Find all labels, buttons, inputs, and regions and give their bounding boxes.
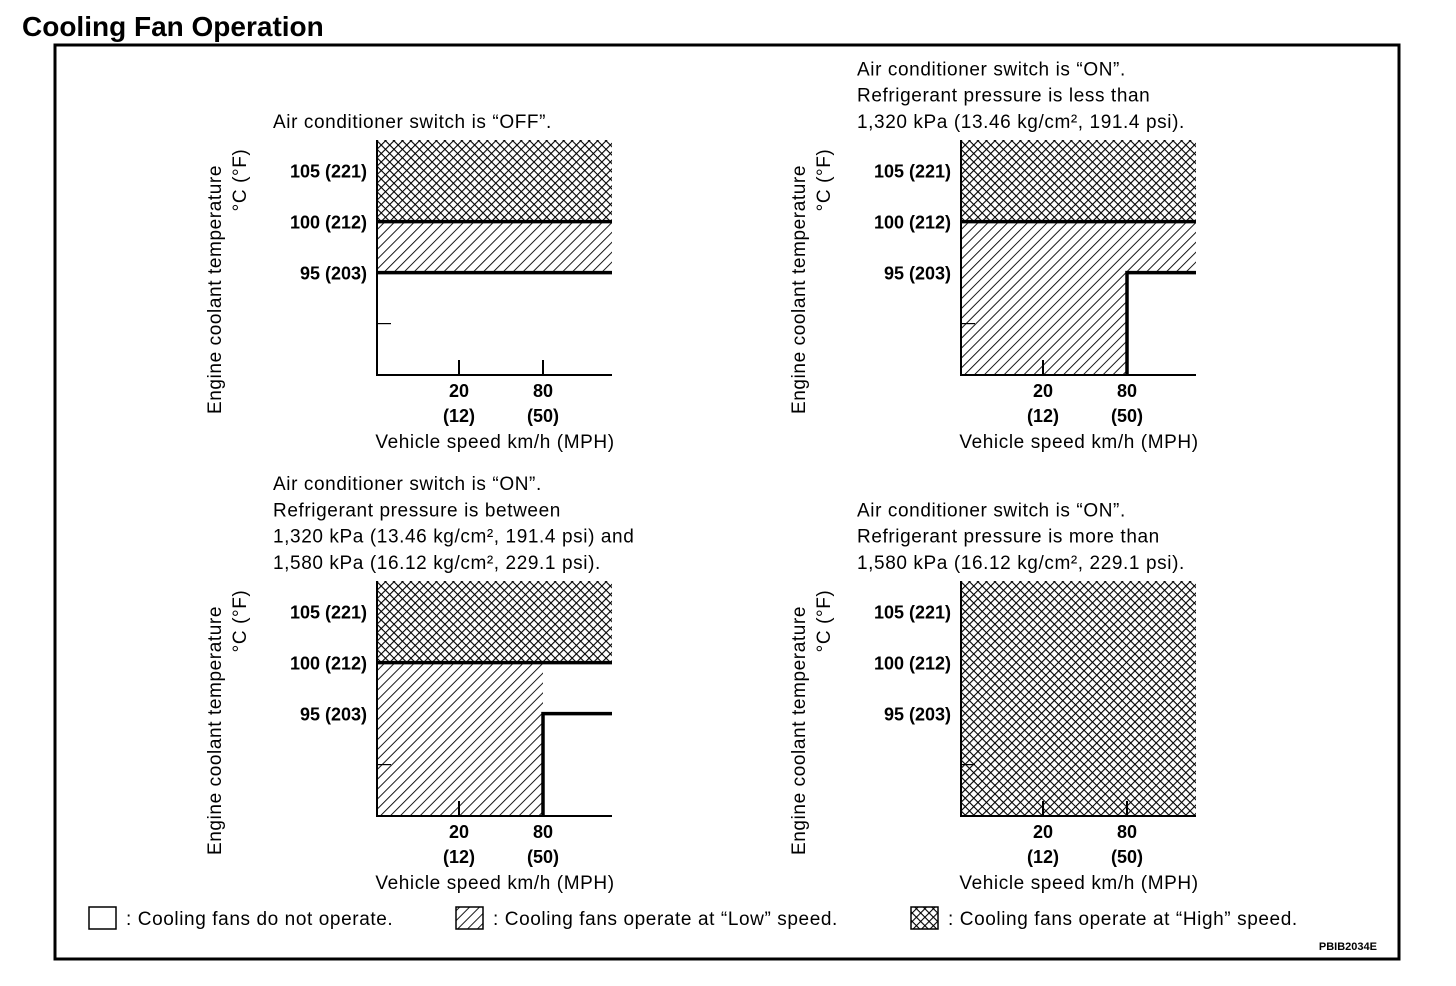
y-tick-label: 100 (212) — [874, 654, 951, 674]
condition-note-line: 1,320 kPa (13.46 kg/cm², 191.4 psi). — [857, 112, 1185, 133]
condition-note-line: Refrigerant pressure is between — [273, 500, 561, 521]
region-low — [377, 221, 612, 273]
chart-4: Air conditioner switch is “ON”. Refrigera… — [789, 500, 1198, 894]
chart-3: Air conditioner switch is “ON”. Refrigera… — [205, 474, 634, 894]
x-tick-label: 80 — [1117, 822, 1137, 842]
y-axis-unit: °C (°F) — [230, 590, 251, 653]
x-axis-label: Vehicle speed km/h (MPH) — [959, 873, 1198, 894]
y-tick-label: 105 (221) — [874, 603, 951, 623]
y-tick-label: 100 (212) — [290, 213, 367, 233]
page-title: Cooling Fan Operation — [22, 11, 324, 42]
y-tick-label: 95 (203) — [884, 264, 951, 284]
x-tick-sublabel: (12) — [1027, 847, 1059, 867]
y-axis-label: Engine coolant temperature — [789, 606, 810, 855]
region-high — [961, 581, 1196, 816]
x-tick-label: 80 — [1117, 381, 1137, 401]
region-high — [961, 140, 1196, 222]
condition-note-line: 1,320 kPa (13.46 kg/cm², 191.4 psi) and — [273, 527, 634, 548]
legend-label-off: : Cooling fans do not operate. — [126, 909, 393, 930]
x-tick-sublabel: (50) — [1111, 406, 1143, 426]
condition-note-line: Air conditioner switch is “ON”. — [857, 500, 1126, 521]
x-tick-label: 20 — [449, 381, 469, 401]
y-axis-unit: °C (°F) — [814, 590, 835, 653]
threshold-line — [541, 711, 612, 816]
x-axis-label: Vehicle speed km/h (MPH) — [959, 432, 1198, 453]
figure-code: PBIB2034E — [1319, 941, 1377, 953]
condition-note-line: Refrigerant pressure is less than — [857, 86, 1150, 107]
y-axis-unit: °C (°F) — [230, 149, 251, 212]
legend-label-low: : Cooling fans operate at “Low” speed. — [493, 909, 838, 930]
chart-1: Air conditioner switch is “OFF”. 105 (221… — [205, 112, 614, 453]
condition-note-line: Air conditioner switch is “OFF”. — [273, 112, 552, 133]
condition-note-line: Refrigerant pressure is more than — [857, 527, 1160, 548]
legend-swatch-low — [455, 906, 484, 930]
threshold-line — [1125, 270, 1196, 375]
region-low — [1127, 221, 1196, 273]
diagram-frame — [53, 43, 1401, 961]
x-tick-label: 20 — [449, 822, 469, 842]
x-tick-label: 80 — [533, 822, 553, 842]
y-tick-label: 105 (221) — [874, 162, 951, 182]
condition-note-line: Air conditioner switch is “ON”. — [273, 474, 542, 495]
y-axis-label: Engine coolant temperature — [205, 165, 226, 414]
y-tick-label: 95 (203) — [300, 264, 367, 284]
x-tick-label: 20 — [1033, 822, 1053, 842]
y-tick-label: 100 (212) — [874, 213, 951, 233]
region-high — [377, 581, 612, 663]
x-tick-sublabel: (12) — [443, 847, 475, 867]
y-tick-label: 105 (221) — [290, 162, 367, 182]
x-tick-sublabel: (50) — [1111, 847, 1143, 867]
x-axis-label: Vehicle speed km/h (MPH) — [375, 873, 614, 894]
y-axis-label: Engine coolant temperature — [789, 165, 810, 414]
y-tick-label: 100 (212) — [290, 654, 367, 674]
x-tick-sublabel: (50) — [527, 406, 559, 426]
x-tick-sublabel: (12) — [443, 406, 475, 426]
x-axis-label: Vehicle speed km/h (MPH) — [375, 432, 614, 453]
legend: : Cooling fans do not operate. : Cooling … — [88, 906, 1298, 930]
x-tick-label: 20 — [1033, 381, 1053, 401]
legend-swatch-off — [88, 906, 117, 930]
condition-note-line: Air conditioner switch is “ON”. — [857, 59, 1126, 80]
region-low — [961, 221, 1127, 375]
x-tick-sublabel: (12) — [1027, 406, 1059, 426]
condition-note-line: 1,580 kPa (16.12 kg/cm², 229.1 psi). — [273, 553, 601, 574]
y-tick-label: 95 (203) — [300, 705, 367, 725]
legend-swatch-high — [910, 906, 939, 930]
y-axis-label: Engine coolant temperature — [205, 606, 226, 855]
condition-note-line: 1,580 kPa (16.12 kg/cm², 229.1 psi). — [857, 553, 1185, 574]
y-tick-label: 95 (203) — [884, 705, 951, 725]
chart-2: Air conditioner switch is “ON”. Refrigera… — [789, 59, 1198, 453]
region-high — [377, 140, 612, 222]
y-tick-label: 105 (221) — [290, 603, 367, 623]
x-tick-label: 80 — [533, 381, 553, 401]
y-axis-unit: °C (°F) — [814, 149, 835, 212]
region-low — [377, 662, 543, 816]
x-tick-sublabel: (50) — [527, 847, 559, 867]
legend-label-high: : Cooling fans operate at “High” speed. — [948, 909, 1298, 930]
charts-group: Air conditioner switch is “OFF”. 105 (221… — [205, 59, 1198, 894]
